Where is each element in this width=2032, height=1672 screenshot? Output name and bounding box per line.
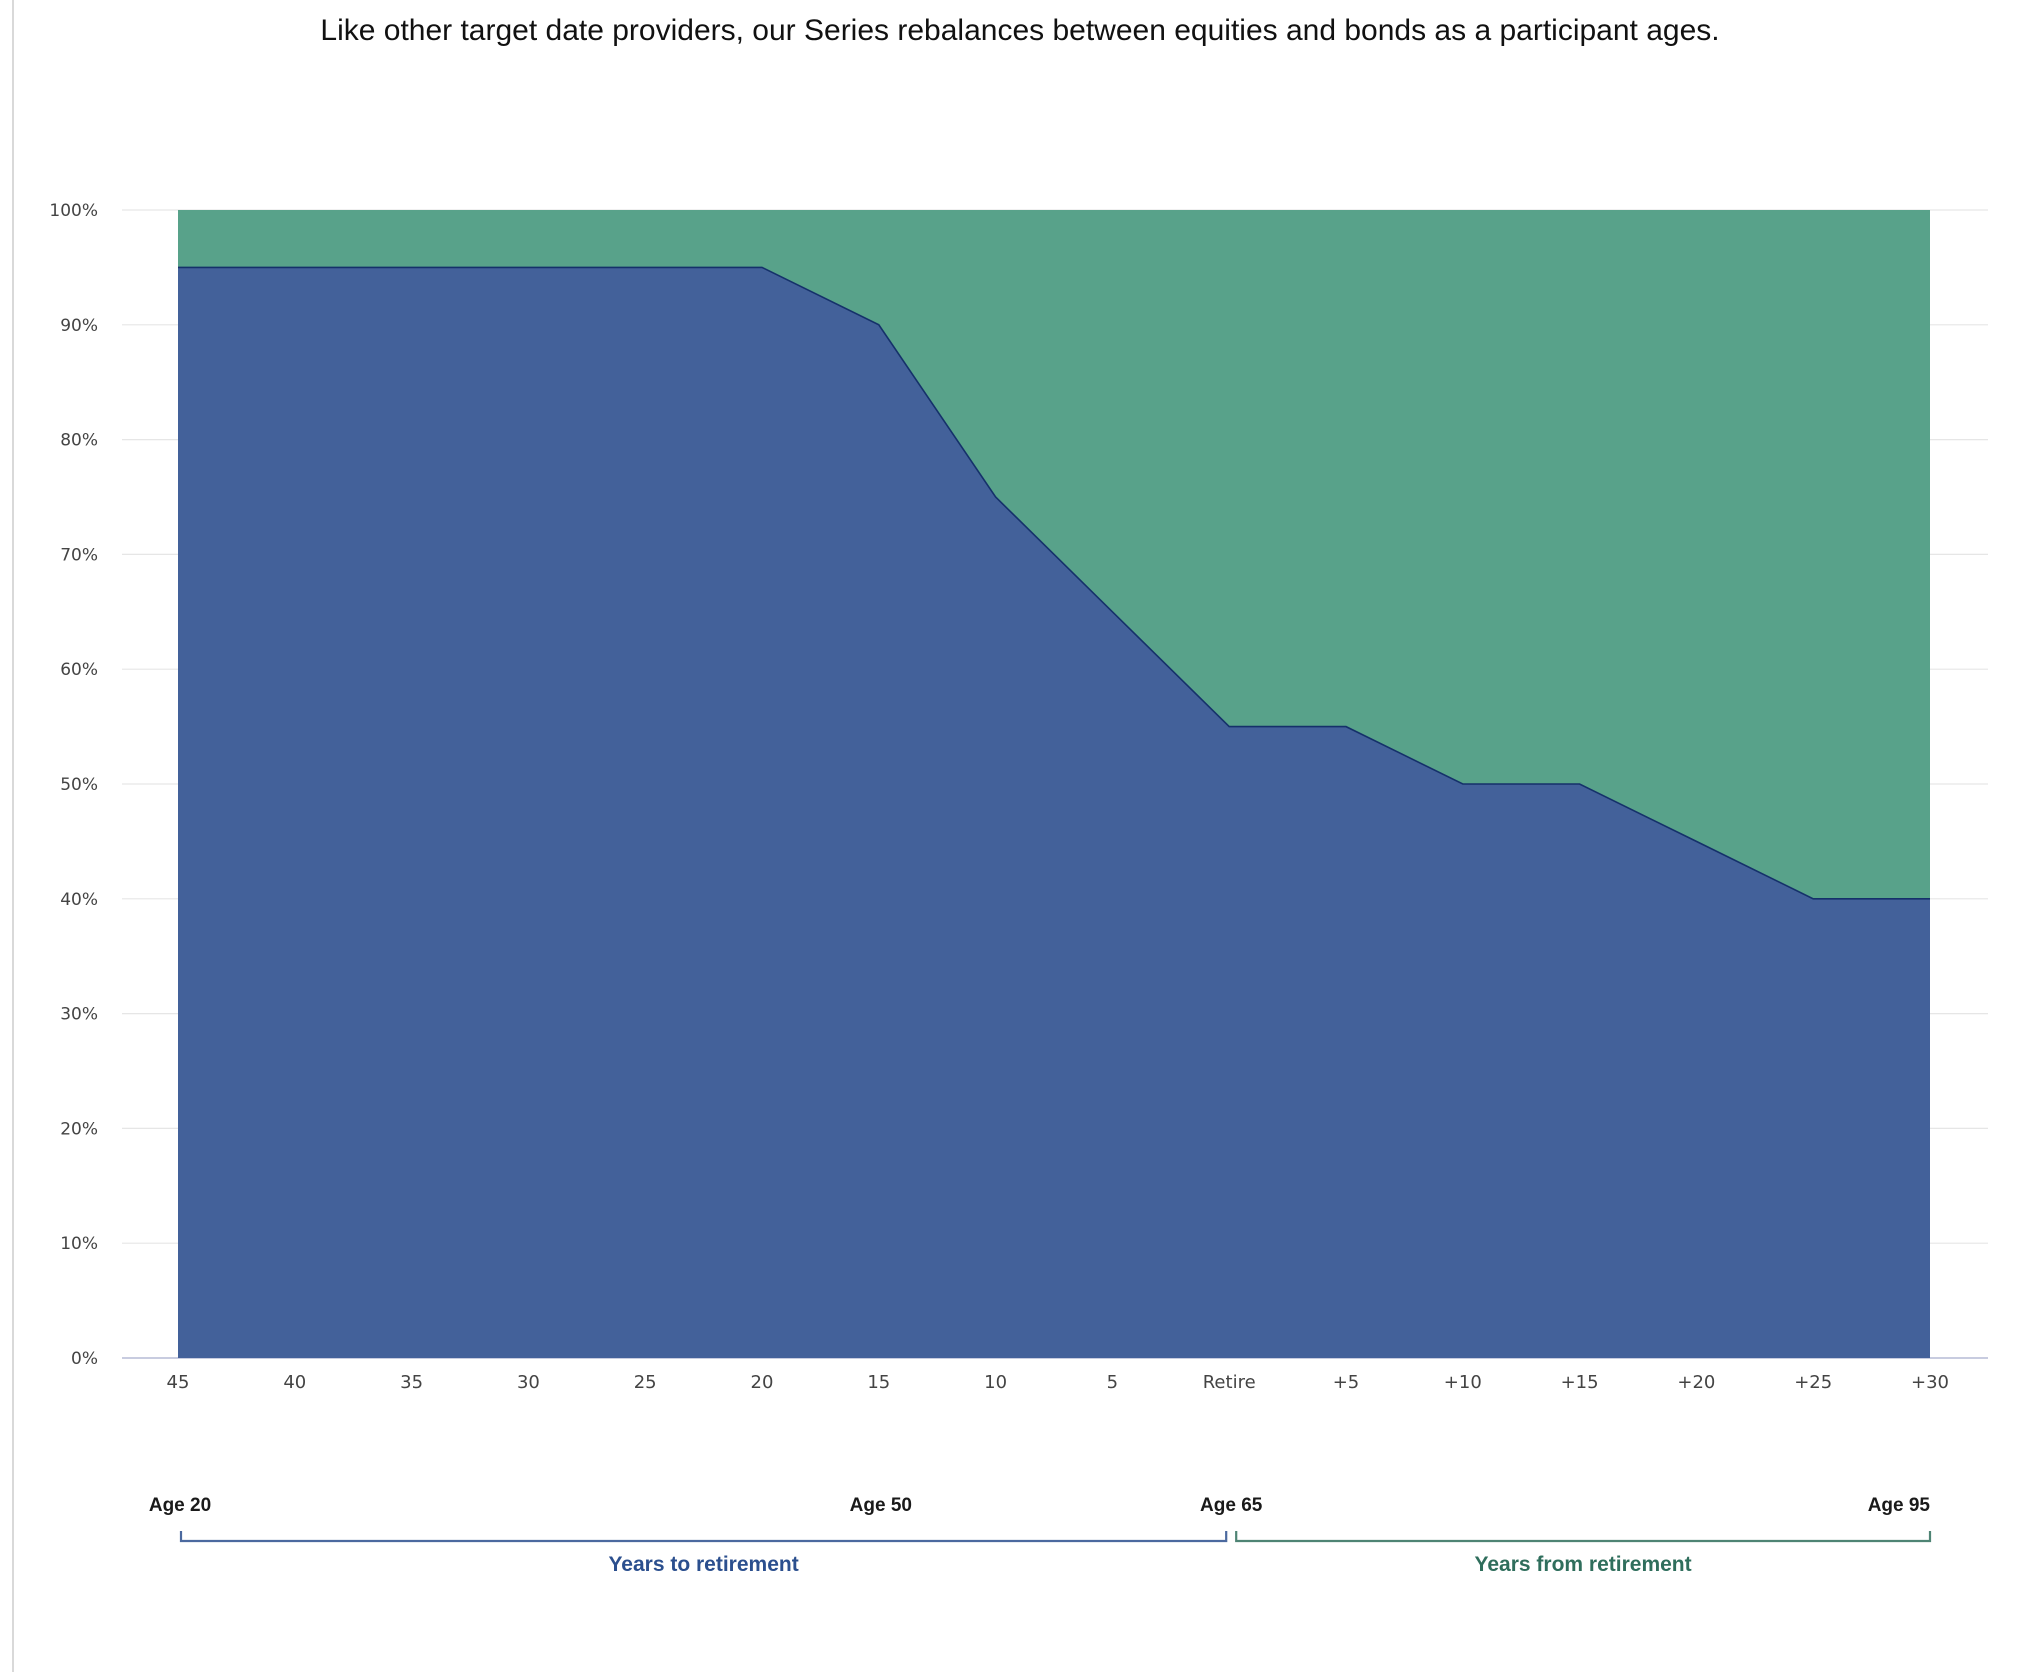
age-marker-label: Age 50 (850, 1495, 912, 1516)
x-tick-label: +25 (1794, 1372, 1832, 1393)
x-tick-label: 40 (283, 1372, 306, 1393)
age-marker-label: Age 95 (1868, 1495, 1931, 1516)
y-tick-label: 60% (60, 660, 98, 680)
x-tick-label: 30 (517, 1372, 540, 1393)
bracket-line (179, 1531, 1228, 1543)
y-tick-label: 100% (49, 201, 98, 221)
x-tick-label: 45 (167, 1372, 190, 1393)
x-tick-label: 5 (1107, 1372, 1118, 1393)
x-tick-label: 25 (634, 1372, 657, 1393)
bracket-label: Years from retirement (1475, 1553, 1692, 1576)
series-area-2 (178, 210, 1930, 899)
y-tick-label: 10% (60, 1234, 98, 1254)
y-axis-ticks: 0% 10% 20% 30% 40% 50% 60% 70% 80% 90% 100% (49, 201, 98, 1369)
x-tick-label: +15 (1561, 1372, 1599, 1393)
x-tick-label: Retire (1203, 1372, 1256, 1393)
y-tick-label: 90% (60, 316, 98, 336)
page-border (12, 0, 14, 1672)
age-marker-label: Age 20 (149, 1495, 211, 1516)
x-tick-label: +20 (1677, 1372, 1715, 1393)
y-tick-label: 50% (60, 775, 98, 795)
series-boundary-line (178, 266, 1930, 900)
age-markers: Age 20 Age 50 Age 65 Age 95 (149, 1495, 1931, 1516)
y-tick-label: 40% (60, 890, 98, 910)
age-marker-label: Age 65 (1200, 1495, 1263, 1516)
x-tick-label: +10 (1444, 1372, 1482, 1393)
brackets: Years to retirement Years from retirement (179, 1531, 1932, 1576)
x-tick-label: +30 (1911, 1372, 1949, 1393)
bracket-line (1235, 1531, 1932, 1543)
y-tick-label: 0% (71, 1349, 98, 1369)
y-tick-label: 70% (60, 545, 98, 565)
y-tick-label: 30% (60, 1005, 98, 1025)
x-tick-label: 10 (984, 1372, 1007, 1393)
x-tick-label: 20 (751, 1372, 774, 1393)
x-tick-label: +5 (1333, 1372, 1360, 1393)
y-tick-label: 80% (60, 431, 98, 451)
bracket-label: Years to retirement (608, 1553, 798, 1576)
x-axis-ticks: 45 40 35 30 25 20 15 10 5 Retire +5 +10 +15 +20 +25 +30 (167, 1372, 1949, 1393)
series-area-1 (178, 267, 1930, 1358)
area-series (178, 210, 1930, 1358)
x-tick-label: 35 (400, 1372, 423, 1393)
x-tick-label: 15 (867, 1372, 890, 1393)
chart-headline: Like other target date providers, our Se… (320, 14, 1720, 47)
y-tick-label: 20% (60, 1119, 98, 1139)
